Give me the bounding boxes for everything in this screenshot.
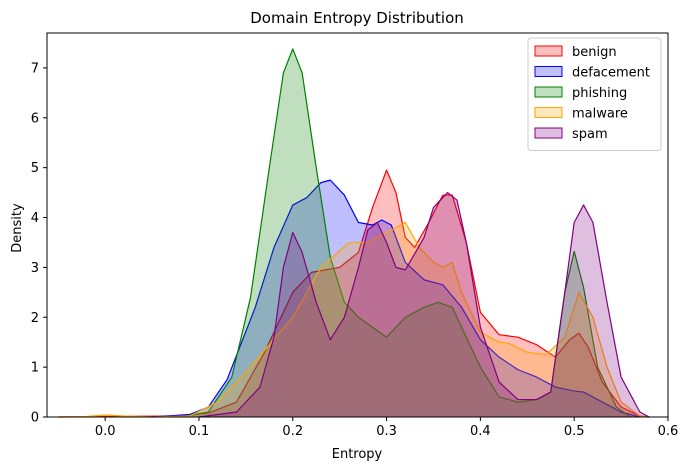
legend-swatch-phishing [534, 86, 563, 98]
y-tick-label: 3 [31, 261, 39, 276]
x-tick-label: 0.1 [189, 424, 210, 439]
legend-swatch-spam [534, 127, 563, 139]
x-tick-label: 0.0 [95, 424, 116, 439]
series-area-phishing [180, 48, 631, 418]
y-tick-label: 4 [31, 211, 39, 226]
x-tick-label: 0.5 [564, 424, 585, 439]
y-tick-label: 7 [31, 61, 39, 76]
y-axis-title: Density [10, 203, 25, 253]
series-area-benign [58, 170, 650, 417]
plot-area [58, 48, 650, 418]
series-area-spam [198, 192, 650, 417]
x-tick-label: 0.6 [658, 424, 678, 439]
legend-label-benign: benign [572, 45, 617, 60]
legend-label-spam: spam [572, 127, 608, 142]
y-tick-label: 5 [31, 161, 39, 176]
series-area-defacement [152, 180, 640, 417]
series-line-defacement [152, 179, 641, 418]
plot-frame [46, 32, 669, 418]
legend-label-defacement: defacement [572, 66, 650, 81]
y-tick-label: 1 [31, 361, 39, 376]
axis-ticks: 0.0 0.1 0.2 0.3 0.4 0.5 0.6 0 1 2 3 4 5 6 7 [31, 61, 678, 439]
series-line-phishing [180, 48, 631, 418]
x-tick-label: 0.2 [282, 424, 303, 439]
legend-swatch-malware [534, 107, 563, 118]
legend-label-phishing: phishing [572, 86, 627, 101]
legend-swatch-benign [534, 45, 563, 57]
legend: benign defacement phishing malware spam [527, 37, 662, 151]
chart-title: Domain Entropy Distribution [250, 9, 464, 27]
series-line-spam [198, 191, 650, 418]
series-area-malware [58, 222, 650, 417]
x-axis-title: Entropy [332, 447, 383, 462]
legend-label-malware: malware [572, 107, 628, 122]
y-tick-label: 2 [31, 311, 39, 326]
x-tick-label: 0.3 [376, 424, 397, 439]
series-line-malware [58, 221, 650, 418]
legend-swatch-defacement [534, 66, 563, 77]
x-tick-label: 0.4 [470, 424, 491, 439]
y-tick-label: 0 [31, 411, 39, 426]
y-tick-label: 6 [31, 111, 39, 126]
